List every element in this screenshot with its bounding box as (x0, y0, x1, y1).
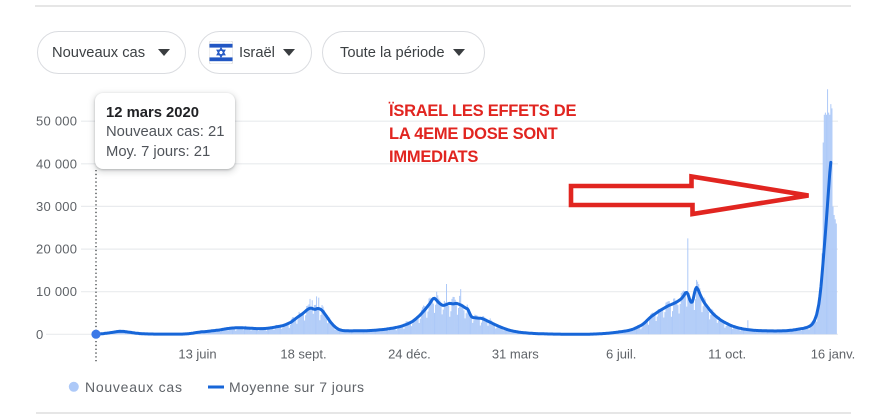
svg-text:Moyenne sur 7 jours: Moyenne sur 7 jours (229, 379, 364, 395)
svg-text:16 janv.: 16 janv. (811, 347, 856, 362)
svg-text:30 000: 30 000 (36, 199, 77, 214)
svg-text:20 000: 20 000 (36, 242, 77, 257)
svg-text:31 mars: 31 mars (492, 347, 539, 362)
svg-text:10 000: 10 000 (36, 284, 77, 299)
svg-text:0: 0 (36, 327, 43, 342)
svg-text:40 000: 40 000 (36, 156, 77, 171)
svg-text:50 000: 50 000 (36, 114, 77, 129)
svg-text:24 déc.: 24 déc. (388, 347, 431, 362)
svg-text:18 sept.: 18 sept. (280, 347, 326, 362)
svg-text:Nouveaux cas: Nouveaux cas (85, 379, 183, 395)
svg-text:6 juil.: 6 juil. (606, 347, 636, 362)
svg-text:11 oct.: 11 oct. (708, 347, 746, 362)
svg-text:13 juin: 13 juin (178, 347, 216, 362)
